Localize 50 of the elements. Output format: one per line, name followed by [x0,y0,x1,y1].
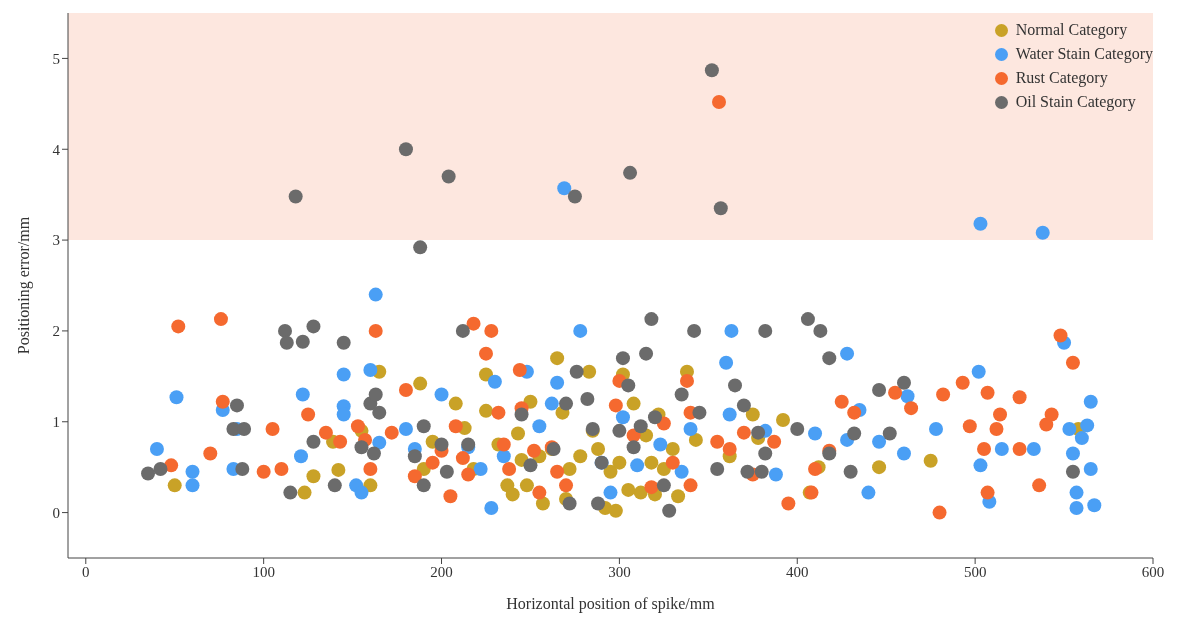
point [621,482,636,497]
point [603,464,618,479]
point [535,496,550,511]
point [745,407,760,422]
x-tick-label: 200 [430,563,453,580]
point [297,485,312,500]
y-axis-title: Positioning error/mm [14,216,33,355]
point [478,403,493,418]
point [413,376,428,391]
point [626,396,641,411]
point [363,478,378,493]
point [776,412,791,427]
point [644,455,659,470]
y-tick-label: 3 [52,232,60,249]
point [612,455,627,470]
point [167,478,182,493]
point [582,364,597,379]
point [331,462,346,477]
x-tick-label: 600 [1141,563,1165,580]
point [608,503,623,518]
y-tick-label: 5 [52,50,60,67]
x-tick-label: 0 [82,563,90,580]
point [633,485,648,500]
y-tick-label: 1 [52,414,60,431]
point [573,449,588,464]
y-tick-label: 4 [52,141,61,158]
point [671,489,686,504]
point [688,432,703,447]
point [562,461,577,476]
x-axis-title: Horizontal position of spike/mm [506,595,716,614]
y-tick-label: 0 [52,504,60,521]
point [550,351,565,366]
point [923,453,938,468]
point [519,478,534,493]
x-tick-label: 400 [786,563,809,580]
x-tick-label: 300 [608,563,631,580]
point [665,442,680,456]
point [591,442,606,456]
y-tick-label: 2 [52,323,60,340]
point [505,487,520,502]
legend-label: Water Stain Category [1015,44,1153,65]
point [511,426,526,441]
point [448,396,463,411]
x-tick-label: 100 [252,563,275,580]
legend-label: Normal Category [1015,20,1128,41]
legend-label: Rust Category [1015,68,1108,89]
legend-label: Oil Stain Category [1015,92,1136,113]
point [872,460,887,475]
x-tick-label: 500 [963,563,987,580]
point [306,469,321,484]
